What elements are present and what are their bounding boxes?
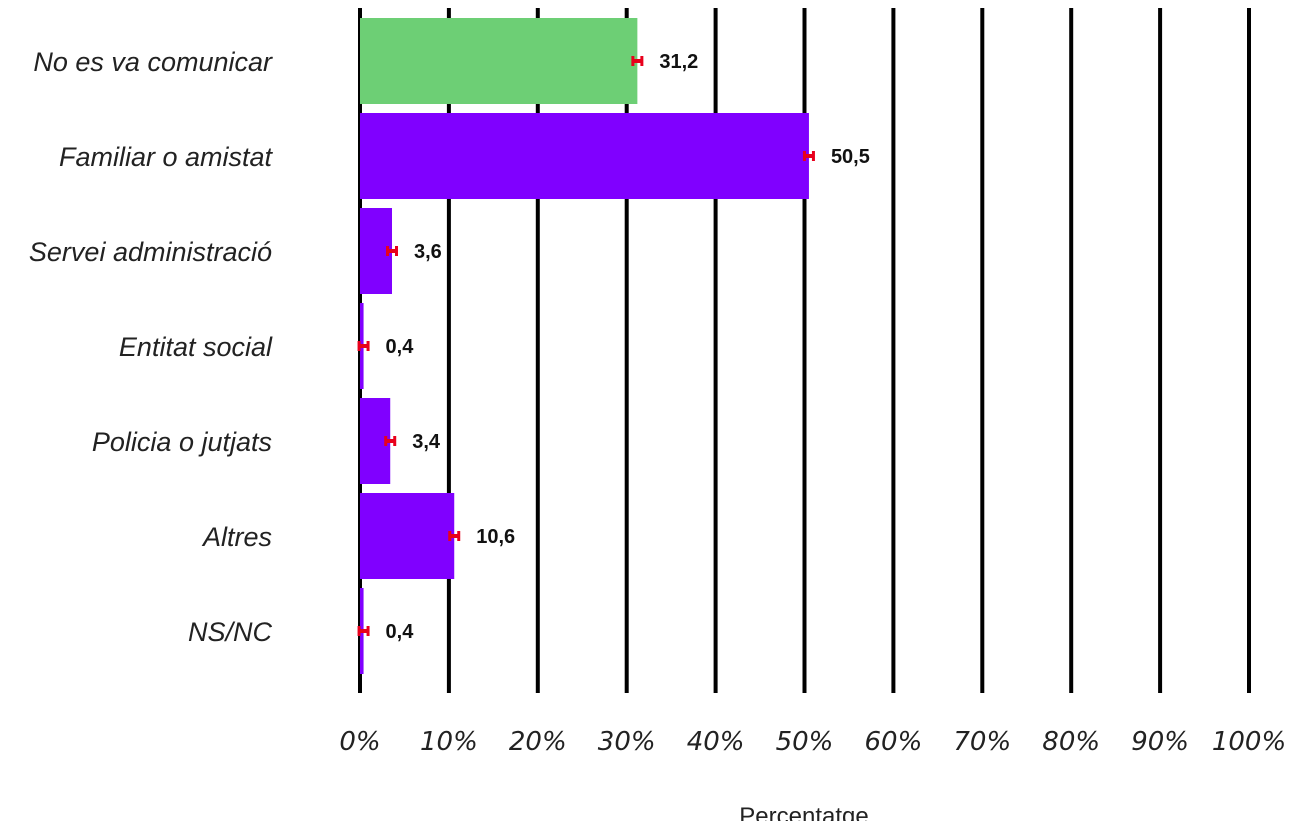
category-label: No es va comunicar — [33, 47, 273, 77]
error-bars — [357, 56, 815, 636]
value-label: 31,2 — [659, 51, 698, 73]
value-label: 10,6 — [476, 526, 515, 548]
x-tick-label: 70% — [953, 727, 1011, 757]
value-label: 0,4 — [386, 621, 415, 643]
x-tick-label: 90% — [1131, 727, 1189, 757]
error-bar — [384, 436, 397, 446]
value-label: 3,6 — [414, 241, 442, 263]
bar — [360, 113, 809, 199]
x-axis-title: Percentatge — [739, 803, 868, 821]
category-label: Servei administració — [29, 237, 272, 267]
gridlines — [358, 8, 1251, 693]
error-bar — [802, 151, 815, 161]
x-tick-label: 60% — [865, 727, 923, 757]
error-bar — [631, 56, 644, 66]
category-label: Policia o jutjats — [92, 427, 272, 457]
error-bar — [386, 246, 399, 256]
error-bar — [448, 531, 461, 541]
category-label: NS/NC — [188, 617, 273, 647]
x-tick-label: 30% — [598, 727, 656, 757]
x-tick-label: 10% — [420, 727, 478, 757]
category-label: Altres — [201, 522, 272, 552]
category-label: Entitat social — [119, 332, 273, 362]
x-tick-label: 0% — [339, 727, 380, 757]
bar — [360, 18, 638, 104]
category-label: Familiar o amistat — [59, 142, 274, 172]
x-tick-label: 40% — [687, 727, 745, 757]
value-label: 0,4 — [386, 336, 415, 358]
value-label: 3,4 — [412, 431, 441, 453]
bars — [360, 18, 809, 674]
labels: 0% 10% 20% 30% 40% 50% 60% 70% 80% 90% 100% No es v… — [29, 47, 1286, 757]
error-bar — [357, 341, 370, 351]
error-bar — [357, 626, 370, 636]
value-label: 50,5 — [831, 146, 870, 168]
x-tick-label: 20% — [509, 727, 567, 757]
x-tick-label: 100% — [1212, 727, 1286, 757]
x-tick-label: 80% — [1042, 727, 1100, 757]
x-tick-label: 50% — [776, 727, 834, 757]
bar — [360, 493, 455, 579]
